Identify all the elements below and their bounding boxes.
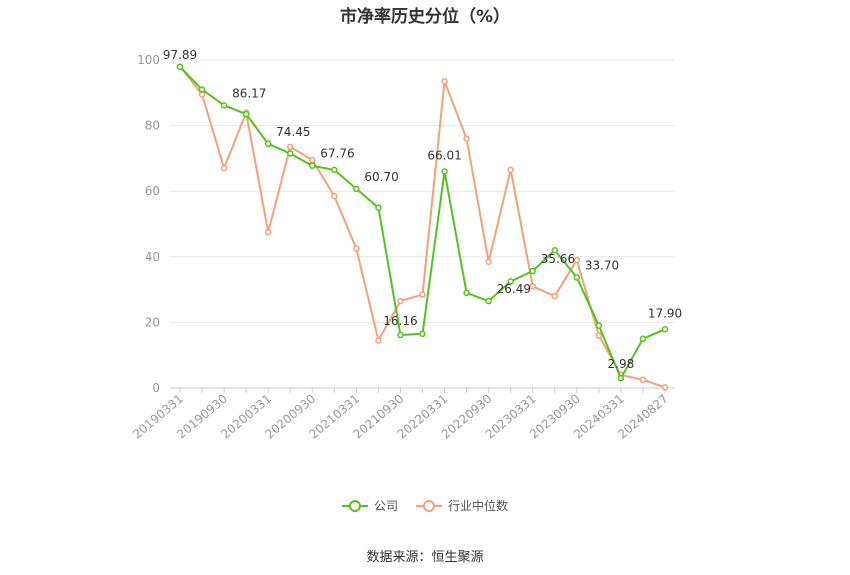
x-axis: 2019033120190930202003312020093020210331… <box>130 388 671 442</box>
data-point <box>220 102 228 109</box>
y-tick-label: 0 <box>152 381 160 395</box>
data-point <box>397 297 404 305</box>
data-label: 33.70 <box>585 258 619 272</box>
data-point <box>264 228 272 236</box>
legend-label-industry-median: 行业中位数 <box>448 499 509 513</box>
y-tick-label: 60 <box>145 184 160 198</box>
data-label: 16.16 <box>383 314 417 328</box>
data-point <box>309 156 316 164</box>
data-point <box>573 256 581 264</box>
data-point <box>529 283 536 290</box>
data-label: 35.66 <box>541 252 575 266</box>
y-axis-ticks: 0 20 40 60 80 100 <box>137 53 160 395</box>
data-point <box>375 204 382 211</box>
data-point <box>441 78 448 85</box>
data-label: 60.70 <box>364 170 398 184</box>
legend: 公司 行业中位数 <box>0 497 850 514</box>
grid-lines <box>170 59 675 389</box>
data-point <box>242 110 250 118</box>
data-label: 67.76 <box>320 147 354 161</box>
y-tick-label: 40 <box>145 250 160 264</box>
data-point <box>507 166 514 174</box>
data-point <box>463 135 470 142</box>
data-point <box>441 168 448 175</box>
data-point <box>551 246 559 254</box>
data-point <box>176 63 184 71</box>
data-point <box>485 297 492 305</box>
data-point <box>419 330 426 338</box>
data-labels: 97.89 86.17 74.45 67.76 60.70 16.16 66.01 26.49… <box>163 48 682 371</box>
data-point <box>529 267 536 275</box>
series-layer <box>176 63 669 391</box>
data-label: 86.17 <box>232 86 266 100</box>
data-point <box>264 140 272 148</box>
data-point <box>639 335 647 343</box>
data-point <box>353 245 360 252</box>
data-point <box>595 332 603 339</box>
data-label: 26.49 <box>497 282 531 296</box>
data-label: 66.01 <box>427 148 461 162</box>
legend-label-company: 公司 <box>373 499 398 513</box>
data-point <box>507 278 514 285</box>
data-point <box>309 162 316 169</box>
data-point <box>419 291 426 298</box>
data-point <box>286 143 294 151</box>
data-point <box>595 322 603 329</box>
data-point <box>661 384 669 391</box>
data-point <box>639 376 647 384</box>
legend-item-company[interactable]: 公司 <box>341 497 398 514</box>
legend-line-marker-icon <box>341 499 368 512</box>
data-label: 97.89 <box>163 48 197 62</box>
legend-line-marker-icon <box>416 499 442 512</box>
data-point <box>463 289 470 297</box>
y-tick-label: 20 <box>145 315 160 329</box>
y-tick-label: 80 <box>145 119 160 133</box>
data-label: 2.98 <box>608 357 635 371</box>
data-point <box>220 164 228 172</box>
legend-item-industry-median[interactable]: 行业中位数 <box>416 497 508 514</box>
data-point <box>397 331 404 339</box>
data-point <box>331 166 338 174</box>
y-tick-label: 100 <box>137 53 160 67</box>
chart-title: 市净率历史分位（%） <box>339 7 511 27</box>
data-point <box>286 150 294 157</box>
data-label: 17.90 <box>648 306 682 320</box>
data-label: 74.45 <box>276 125 310 139</box>
series-line-industry-median <box>179 65 666 389</box>
data-point <box>573 274 581 281</box>
data-point <box>551 292 559 300</box>
data-point <box>331 192 338 200</box>
data-point <box>353 185 360 193</box>
data-source: 数据来源：恒生聚源 <box>366 550 484 565</box>
data-point <box>375 337 382 344</box>
data-point <box>617 374 625 382</box>
data-point <box>661 326 669 333</box>
data-point <box>485 258 492 265</box>
data-point <box>198 86 206 93</box>
